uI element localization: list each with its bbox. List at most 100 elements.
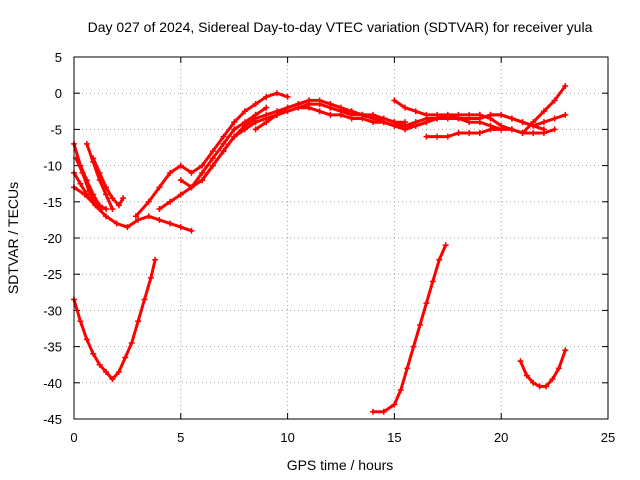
data-point [167, 169, 174, 176]
y-tick-label: 0 [55, 86, 62, 101]
data-point [562, 347, 569, 354]
series-line [518, 348, 567, 388]
data-point [103, 184, 110, 191]
data-point [370, 408, 377, 415]
data-point [423, 111, 430, 118]
data-point [145, 198, 152, 205]
series-line [72, 258, 157, 381]
data-point [536, 383, 543, 390]
data-point [284, 93, 291, 100]
data-point [241, 122, 248, 129]
x-tick-label: 15 [387, 430, 401, 445]
data-point [231, 126, 238, 133]
data-point [327, 111, 334, 118]
data-point [543, 383, 550, 390]
data-point [199, 169, 206, 176]
data-point [220, 140, 227, 147]
data-point [391, 97, 398, 104]
data-point [348, 111, 355, 118]
data-point [476, 111, 483, 118]
data-point [555, 365, 562, 372]
data-point [442, 242, 449, 249]
data-point [115, 202, 122, 209]
data-point [444, 133, 451, 140]
data-point [327, 104, 334, 111]
data-point [231, 119, 238, 126]
data-point [141, 296, 148, 303]
y-tick-label: -40 [43, 376, 62, 391]
data-point [199, 177, 206, 184]
data-point [498, 122, 505, 129]
data-point [135, 318, 142, 325]
data-point [305, 104, 312, 111]
data-point [436, 256, 443, 263]
data-point [519, 119, 526, 126]
data-point [562, 111, 569, 118]
data-point [423, 300, 430, 307]
data-point [177, 162, 184, 169]
data-point [402, 122, 409, 129]
series-arc4 [90, 155, 127, 209]
data-point [562, 82, 569, 89]
data-point [90, 155, 97, 162]
data-point [109, 195, 116, 202]
data-point [391, 401, 398, 408]
data-point [152, 256, 159, 263]
data-point [517, 358, 524, 365]
data-point [455, 115, 462, 122]
data-point [263, 93, 270, 100]
y-tick-label: 5 [55, 50, 62, 65]
data-point [177, 191, 184, 198]
data-point [397, 387, 404, 394]
data-point [295, 104, 302, 111]
series-arc20 [517, 347, 569, 390]
series-arc18 [71, 256, 159, 383]
data-point [220, 133, 227, 140]
data-point [252, 101, 259, 108]
data-point [188, 184, 195, 191]
series-arc19 [370, 242, 449, 415]
data-point [417, 321, 424, 328]
data-point [530, 122, 537, 129]
plot-frame [73, 56, 609, 420]
data-point [263, 119, 270, 126]
data-point [273, 90, 280, 97]
data-point [530, 130, 537, 137]
data-point [147, 274, 154, 281]
data-point [252, 126, 259, 133]
data-point [220, 148, 227, 155]
data-point [85, 187, 92, 194]
x-tick-label: 10 [280, 430, 294, 445]
data-point [177, 177, 184, 184]
data-point [177, 224, 184, 231]
x-axis-label: GPS time / hours [287, 457, 394, 473]
data-point [316, 108, 323, 115]
data-point [434, 133, 441, 140]
data-point [359, 111, 366, 118]
y-tick-label: -20 [43, 231, 62, 246]
data-point [487, 126, 494, 133]
data-point [391, 119, 398, 126]
data-point [508, 115, 515, 122]
y-tick-label: -10 [43, 159, 62, 174]
data-point [115, 368, 122, 375]
data-point [410, 343, 417, 350]
x-axis-ticks: 0 5 10 15 20 25 [70, 57, 615, 445]
data-point [156, 184, 163, 191]
y-tick-label: -25 [43, 267, 62, 282]
data-point [549, 376, 556, 383]
data-point [412, 122, 419, 129]
data-point [338, 108, 344, 115]
data-point [530, 379, 537, 386]
data-point [167, 198, 174, 205]
data-point [429, 278, 436, 285]
data-point [96, 361, 103, 368]
data-point [156, 206, 163, 213]
chart-title: Day 027 of 2024, Sidereal Day-to-day VTE… [88, 19, 593, 35]
data-point [523, 372, 530, 379]
y-tick-label: -35 [43, 340, 62, 355]
data-point [103, 213, 110, 220]
data-point [551, 97, 558, 104]
